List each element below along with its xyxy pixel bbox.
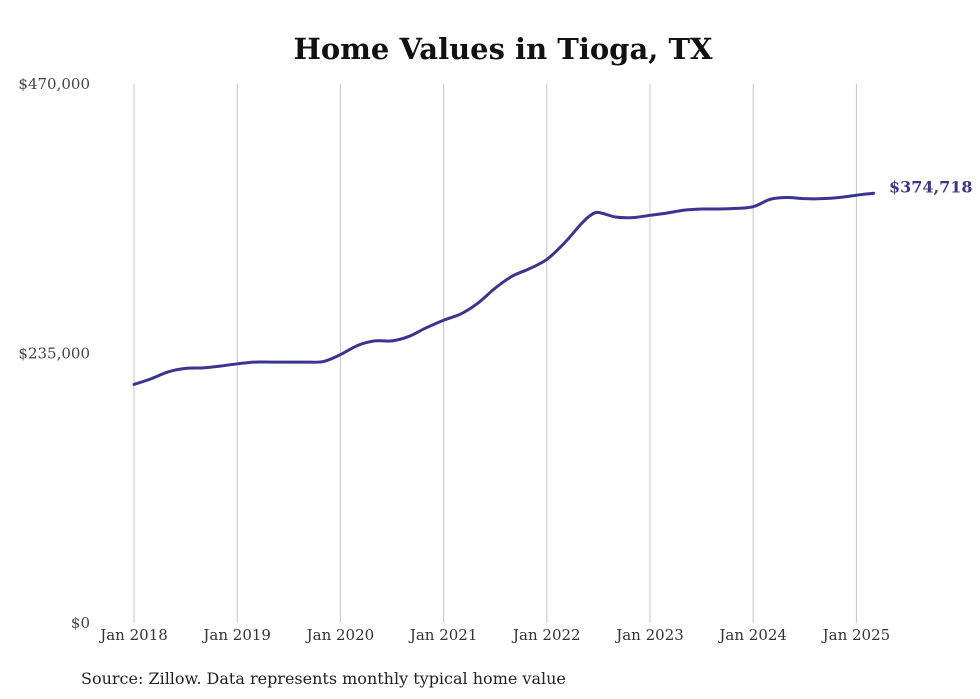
x-tick-label: Jan 2022 (511, 626, 581, 644)
x-tick-label: Jan 2024 (717, 626, 787, 644)
y-tick-label: $235,000 (18, 345, 90, 363)
x-tick-label: Jan 2021 (408, 626, 478, 644)
x-axis-ticks: Jan 2018 Jan 2019 Jan 2020 Jan 2021 Jan 2022… (98, 626, 890, 644)
x-tick-label: Jan 2020 (305, 626, 375, 644)
x-tick-label: Jan 2025 (821, 626, 891, 644)
x-tick-label: Jan 2023 (614, 626, 684, 644)
y-tick-label: $0 (71, 614, 90, 632)
chart-title: Home Values in Tioga, TX (293, 32, 713, 66)
end-value-label: $374,718 (889, 177, 973, 196)
x-gridlines (133, 84, 857, 623)
source-note: Source: Zillow. Data represents monthly … (81, 669, 566, 688)
y-tick-label: $470,000 (18, 75, 90, 93)
x-tick-label: Jan 2019 (201, 626, 271, 644)
series-line (132, 191, 876, 386)
x-tick-label: Jan 2018 (98, 626, 168, 644)
y-axis-ticks: $0 $235,000 $470,000 (18, 75, 90, 632)
